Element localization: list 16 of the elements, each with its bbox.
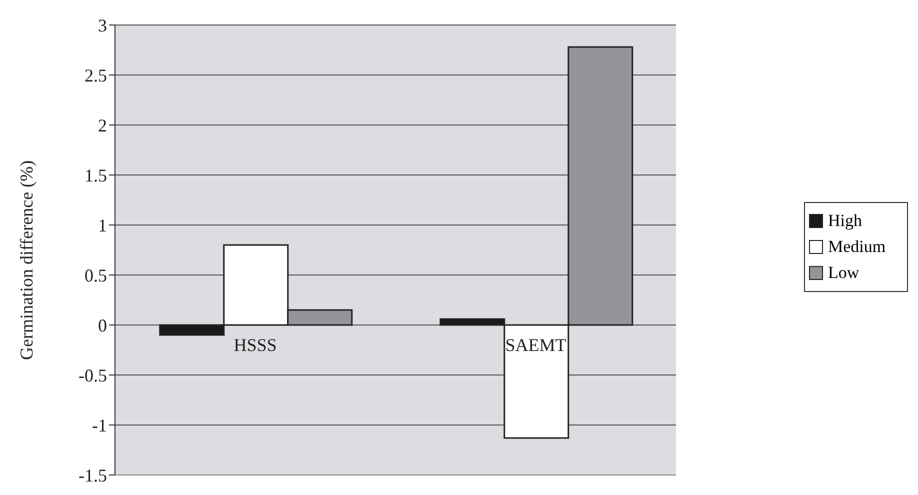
y-tick-label: 0: [98, 315, 107, 336]
y-tick-label: 2.5: [84, 65, 107, 86]
legend-label: Low: [828, 263, 860, 283]
x-tick-label: HSSS: [234, 335, 277, 355]
legend-label: Medium: [828, 237, 886, 257]
y-tick-label: -1: [92, 415, 107, 436]
y-axis-title: Germination difference (%): [16, 160, 36, 360]
y-tick-label: -1.5: [78, 465, 107, 486]
y-tick-label: -0.5: [78, 365, 107, 386]
legend-label: High: [828, 211, 862, 231]
y-tick-label: 2: [98, 115, 107, 136]
y-tick-label: 3: [98, 15, 107, 36]
x-tick-label: SAEMT: [505, 335, 566, 355]
y-tick-label: 0.5: [84, 265, 107, 286]
y-tick-label: 1: [98, 215, 107, 236]
y-tick-label: 1.5: [84, 165, 107, 186]
